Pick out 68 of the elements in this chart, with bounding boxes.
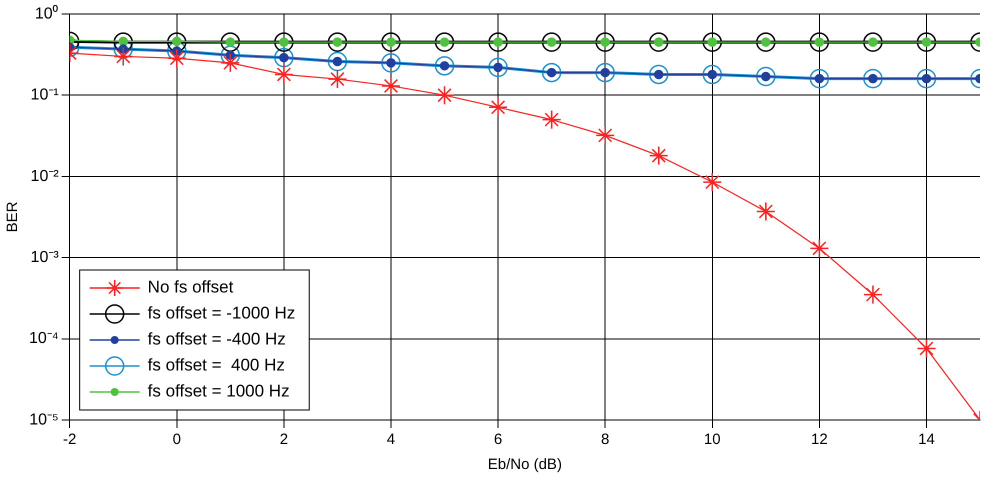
point <box>756 202 776 222</box>
point <box>488 32 508 52</box>
point <box>167 48 187 68</box>
point <box>810 32 830 52</box>
x-axis-title: Eb/No (dB) <box>488 456 562 474</box>
legend-label: fs offset = 400 Hz <box>148 356 285 375</box>
point <box>488 58 508 78</box>
x-tick-label: 8 <box>600 431 610 448</box>
point <box>648 32 668 52</box>
point <box>434 32 454 52</box>
point <box>648 146 668 166</box>
point <box>274 64 294 84</box>
x-tick-label: 2 <box>280 431 288 448</box>
point <box>863 284 883 304</box>
point <box>810 238 830 258</box>
legend-label: No fs offset <box>148 278 234 297</box>
point <box>702 172 722 192</box>
point <box>648 64 668 84</box>
point <box>434 85 454 105</box>
y-tick-label: 10⁻⁵ <box>29 411 59 428</box>
legend-label: fs offset = 1000 Hz <box>148 382 290 401</box>
y-tick-label: 10⁻³ <box>30 249 60 266</box>
point <box>113 46 133 66</box>
point <box>167 32 187 52</box>
point <box>702 64 722 84</box>
point <box>220 53 240 73</box>
x-tick-label: 6 <box>494 431 502 448</box>
point <box>595 32 615 52</box>
point <box>863 68 883 88</box>
point <box>328 32 348 52</box>
point <box>274 48 294 68</box>
x-tick-label: 12 <box>811 431 828 448</box>
point <box>328 52 348 72</box>
x-tick-label: -2 <box>63 431 76 448</box>
point <box>220 46 240 66</box>
legend-label: fs offset = -400 Hz <box>148 330 286 349</box>
point <box>381 76 401 96</box>
y-tick-label: 10⁻¹ <box>30 86 59 104</box>
y-tick-label: 10⁻² <box>30 168 60 185</box>
point <box>916 338 936 358</box>
point <box>381 53 401 73</box>
x-tick-label: 14 <box>918 431 935 448</box>
point <box>810 68 830 88</box>
point <box>916 32 936 52</box>
x-tick-label: 10 <box>704 431 721 448</box>
point <box>595 62 615 82</box>
point <box>274 32 294 52</box>
y-tick-label: 10⁰ <box>34 4 59 22</box>
point <box>113 32 133 52</box>
y-axis-title: BER <box>4 201 22 232</box>
point <box>381 32 401 52</box>
x-tick-label: 0 <box>172 431 181 448</box>
y-tick-label: 10⁻⁴ <box>29 330 59 348</box>
point <box>328 69 348 89</box>
point <box>488 98 508 118</box>
point <box>863 32 883 52</box>
point <box>595 126 615 146</box>
x-tick-label: 4 <box>386 431 396 448</box>
point <box>542 32 562 52</box>
point <box>220 32 240 52</box>
point <box>756 32 776 52</box>
point <box>916 68 936 88</box>
point <box>542 110 562 130</box>
point <box>702 32 722 52</box>
point <box>756 66 776 86</box>
point <box>434 56 454 76</box>
legend-label: fs offset = -1000 Hz <box>148 304 296 323</box>
point <box>542 62 562 82</box>
